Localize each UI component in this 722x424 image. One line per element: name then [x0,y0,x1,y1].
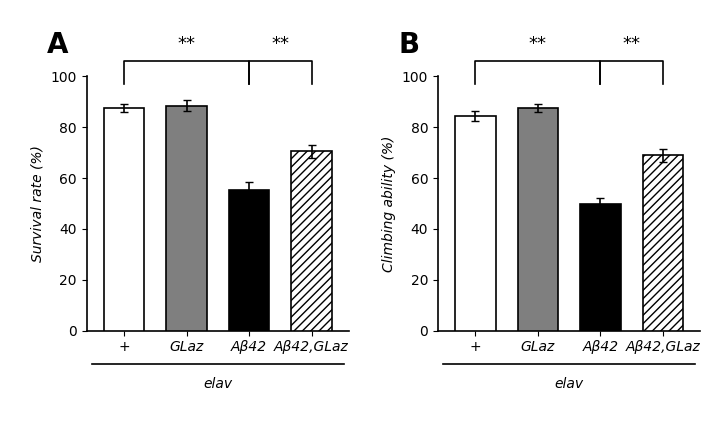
Y-axis label: Climbing ability (%): Climbing ability (%) [382,135,396,272]
Bar [455,116,496,331]
Text: B: B [399,31,419,59]
Bar [580,204,621,331]
Bar [104,108,144,331]
Bar [229,190,269,331]
Bar [291,151,332,331]
Bar [518,108,558,331]
Text: elav: elav [204,377,232,391]
Y-axis label: Survival rate (%): Survival rate (%) [31,145,45,262]
Text: **: ** [271,36,290,53]
Bar [643,155,683,331]
Text: **: ** [622,36,640,53]
Text: **: ** [178,36,196,53]
Text: A: A [47,31,69,59]
Bar [166,106,207,331]
Text: elav: elav [554,377,583,391]
Text: **: ** [529,36,547,53]
